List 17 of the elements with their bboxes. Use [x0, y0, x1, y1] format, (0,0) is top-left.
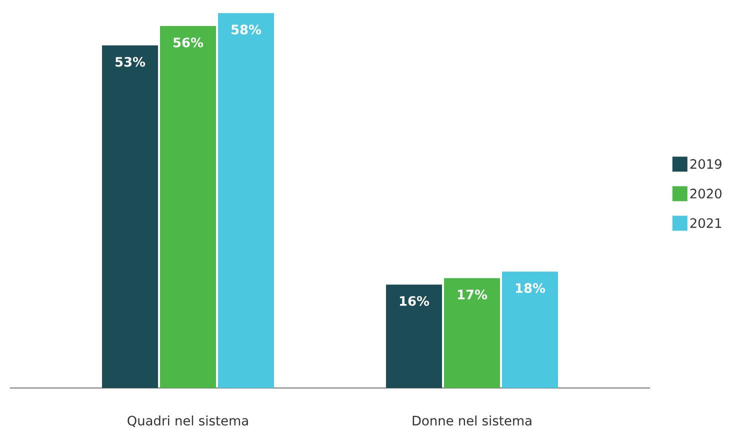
- bar: [386, 284, 442, 388]
- legend-label: 2019: [690, 159, 722, 169]
- data-label: 16%: [400, 296, 430, 306]
- data-label: 53%: [116, 56, 146, 67]
- bar: [444, 278, 500, 388]
- bar: [502, 272, 558, 388]
- data-label: 17%: [458, 290, 488, 300]
- data-label: 58%: [232, 24, 262, 34]
- bar: [160, 26, 216, 388]
- data-label: 56%: [174, 38, 204, 48]
- legend-label: 2021: [690, 218, 722, 228]
- legend-label: 2020: [690, 188, 722, 198]
- x-tick-label: Donne nel sistema: [412, 416, 532, 426]
- x-tick-label: Quadri nel sistema: [128, 416, 248, 428]
- bar: [218, 13, 274, 388]
- data-label: 18%: [516, 283, 546, 293]
- bar: [102, 45, 158, 388]
